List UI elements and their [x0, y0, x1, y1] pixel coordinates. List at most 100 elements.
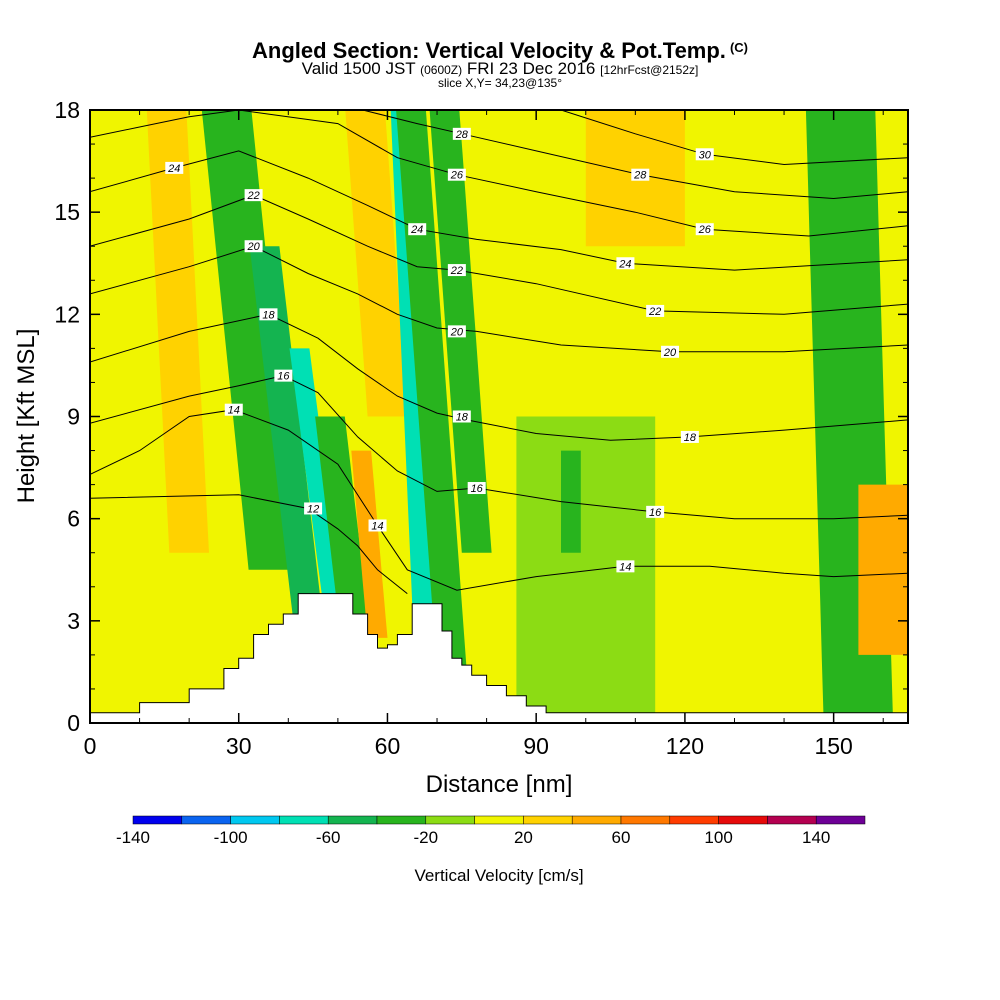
svg-text:20: 20	[246, 241, 260, 253]
vertical-velocity-field	[90, 110, 908, 723]
y-tick-label-15: 15	[54, 199, 80, 225]
x-tick-label-30: 30	[226, 733, 252, 759]
velocity-region-9	[396, 110, 467, 672]
velocity-region-12	[561, 450, 581, 553]
contour-label-12: 20	[447, 325, 466, 338]
contour-label-3: 18	[259, 308, 278, 321]
colorbar-swatch-7	[474, 815, 524, 825]
colorbar-tick-140: 140	[802, 828, 830, 847]
contour-label-21: 18	[680, 430, 699, 444]
chart-title-unit: (C)	[729, 40, 748, 55]
colorbar-swatch-3	[279, 815, 329, 825]
contour-label-9: 26	[447, 168, 466, 182]
svg-text:16: 16	[277, 371, 290, 383]
colorbar: -140 -100 -60 -20 20 60 100 140	[116, 815, 866, 847]
contour-label-14: 16	[467, 482, 486, 495]
svg-text:30: 30	[699, 149, 712, 161]
x-tick-label-90: 90	[523, 733, 549, 759]
contour-16	[90, 375, 908, 520]
svg-text:18: 18	[262, 309, 275, 321]
x-tick-label-0: 0	[84, 733, 97, 759]
colorbar-swatch-14	[815, 815, 866, 825]
colorbar-swatch-5	[376, 815, 427, 825]
chart-subtitle: Valid 1500 JST (0600Z) FRI 23 Dec 2016 […	[0, 60, 1000, 79]
contour-12	[90, 494, 408, 594]
colorbar-swatch-2	[230, 815, 280, 825]
svg-text:24: 24	[410, 224, 423, 236]
velocity-region-11	[516, 416, 656, 723]
colorbar-swatch-6	[425, 815, 475, 825]
svg-text:28: 28	[455, 129, 469, 141]
velocity-region-5	[351, 450, 388, 638]
slice-info: slice X,Y= 34,23@135°	[437, 76, 563, 90]
colorbar-tick-60: 60	[612, 828, 631, 847]
contour-label-18: 24	[616, 257, 635, 270]
chart-title-text: Angled Section: Vertical Velocity & Pot.…	[252, 38, 726, 63]
contour-label-13: 18	[452, 410, 471, 424]
colorbar-swatch-12	[718, 815, 768, 825]
contour-label-16: 28	[631, 168, 650, 182]
terrain-profile	[90, 593, 908, 723]
svg-text:20: 20	[663, 347, 677, 359]
svg-text:28: 28	[633, 170, 647, 182]
contour-label-8: 28	[452, 127, 471, 141]
contour-label-22: 16	[646, 505, 665, 519]
velocity-region-2	[249, 246, 323, 621]
terrain	[90, 593, 908, 723]
x-axis-title: Distance [nm]	[426, 771, 573, 798]
contour-14	[90, 409, 908, 591]
valid-date: FRI 23 Dec 2016	[466, 59, 596, 78]
contour-label-0: 24	[165, 161, 184, 175]
colorbar-tick--100: -100	[214, 828, 248, 847]
svg-text:12: 12	[307, 503, 319, 515]
contour-28	[362, 110, 908, 200]
colorbar-swatch-11	[669, 815, 719, 825]
contour-label-10: 24	[408, 223, 427, 236]
contour-label-20: 20	[661, 345, 680, 359]
y-tick-label-0: 0	[67, 710, 80, 736]
svg-text:14: 14	[371, 520, 383, 532]
contour-label-2: 20	[244, 240, 263, 253]
y-tick-label-18: 18	[54, 97, 80, 123]
colorbar-tick--140: -140	[116, 828, 150, 847]
velocity-region-4	[315, 416, 373, 655]
contour-22	[90, 194, 908, 315]
valid-time: Valid 1500 JST	[301, 59, 416, 78]
svg-text:22: 22	[450, 265, 463, 277]
contour-label-7: 14	[368, 519, 387, 532]
contour-label-5: 14	[224, 403, 243, 417]
svg-text:24: 24	[618, 258, 631, 270]
contour-label-17: 26	[695, 223, 714, 236]
forecast-info: [12hrFcst@2152z]	[600, 63, 699, 77]
colorbar-tick-20: 20	[514, 828, 533, 847]
svg-text:18: 18	[684, 432, 697, 444]
colorbar-swatch-10	[620, 815, 671, 825]
colorbar-tick-100: 100	[704, 828, 732, 847]
x-tick-label-150: 150	[814, 733, 852, 759]
colorbar-swatch-0	[132, 815, 183, 825]
contour-label-15: 30	[695, 148, 714, 161]
colorbar-swatch-9	[571, 815, 622, 825]
y-tick-label-6: 6	[67, 506, 80, 532]
colorbar-tick--20: -20	[414, 828, 439, 847]
svg-text:22: 22	[246, 190, 259, 202]
colorbar-title: Vertical Velocity [cm/s]	[414, 866, 583, 885]
contour-20	[90, 245, 908, 353]
svg-text:16: 16	[471, 483, 484, 495]
y-tick-label-12: 12	[54, 301, 80, 327]
svg-text:14: 14	[228, 405, 240, 417]
velocity-region-0	[146, 110, 209, 553]
svg-text:24: 24	[167, 163, 180, 175]
velocity-region-3	[289, 348, 343, 604]
axes: 0 30 60 90 120 150 0 3 6 9 12 15 18	[54, 97, 908, 759]
svg-text:16: 16	[649, 507, 662, 519]
contour-label-11: 22	[447, 264, 466, 277]
svg-text:22: 22	[648, 306, 661, 318]
colorbar-swatch-1	[181, 815, 231, 825]
x-tick-label-120: 120	[666, 733, 704, 759]
svg-text:18: 18	[456, 412, 469, 424]
colorbar-tick--60: -60	[316, 828, 341, 847]
contour-label-6: 12	[304, 502, 323, 515]
colorbar-swatch-8	[523, 815, 573, 825]
